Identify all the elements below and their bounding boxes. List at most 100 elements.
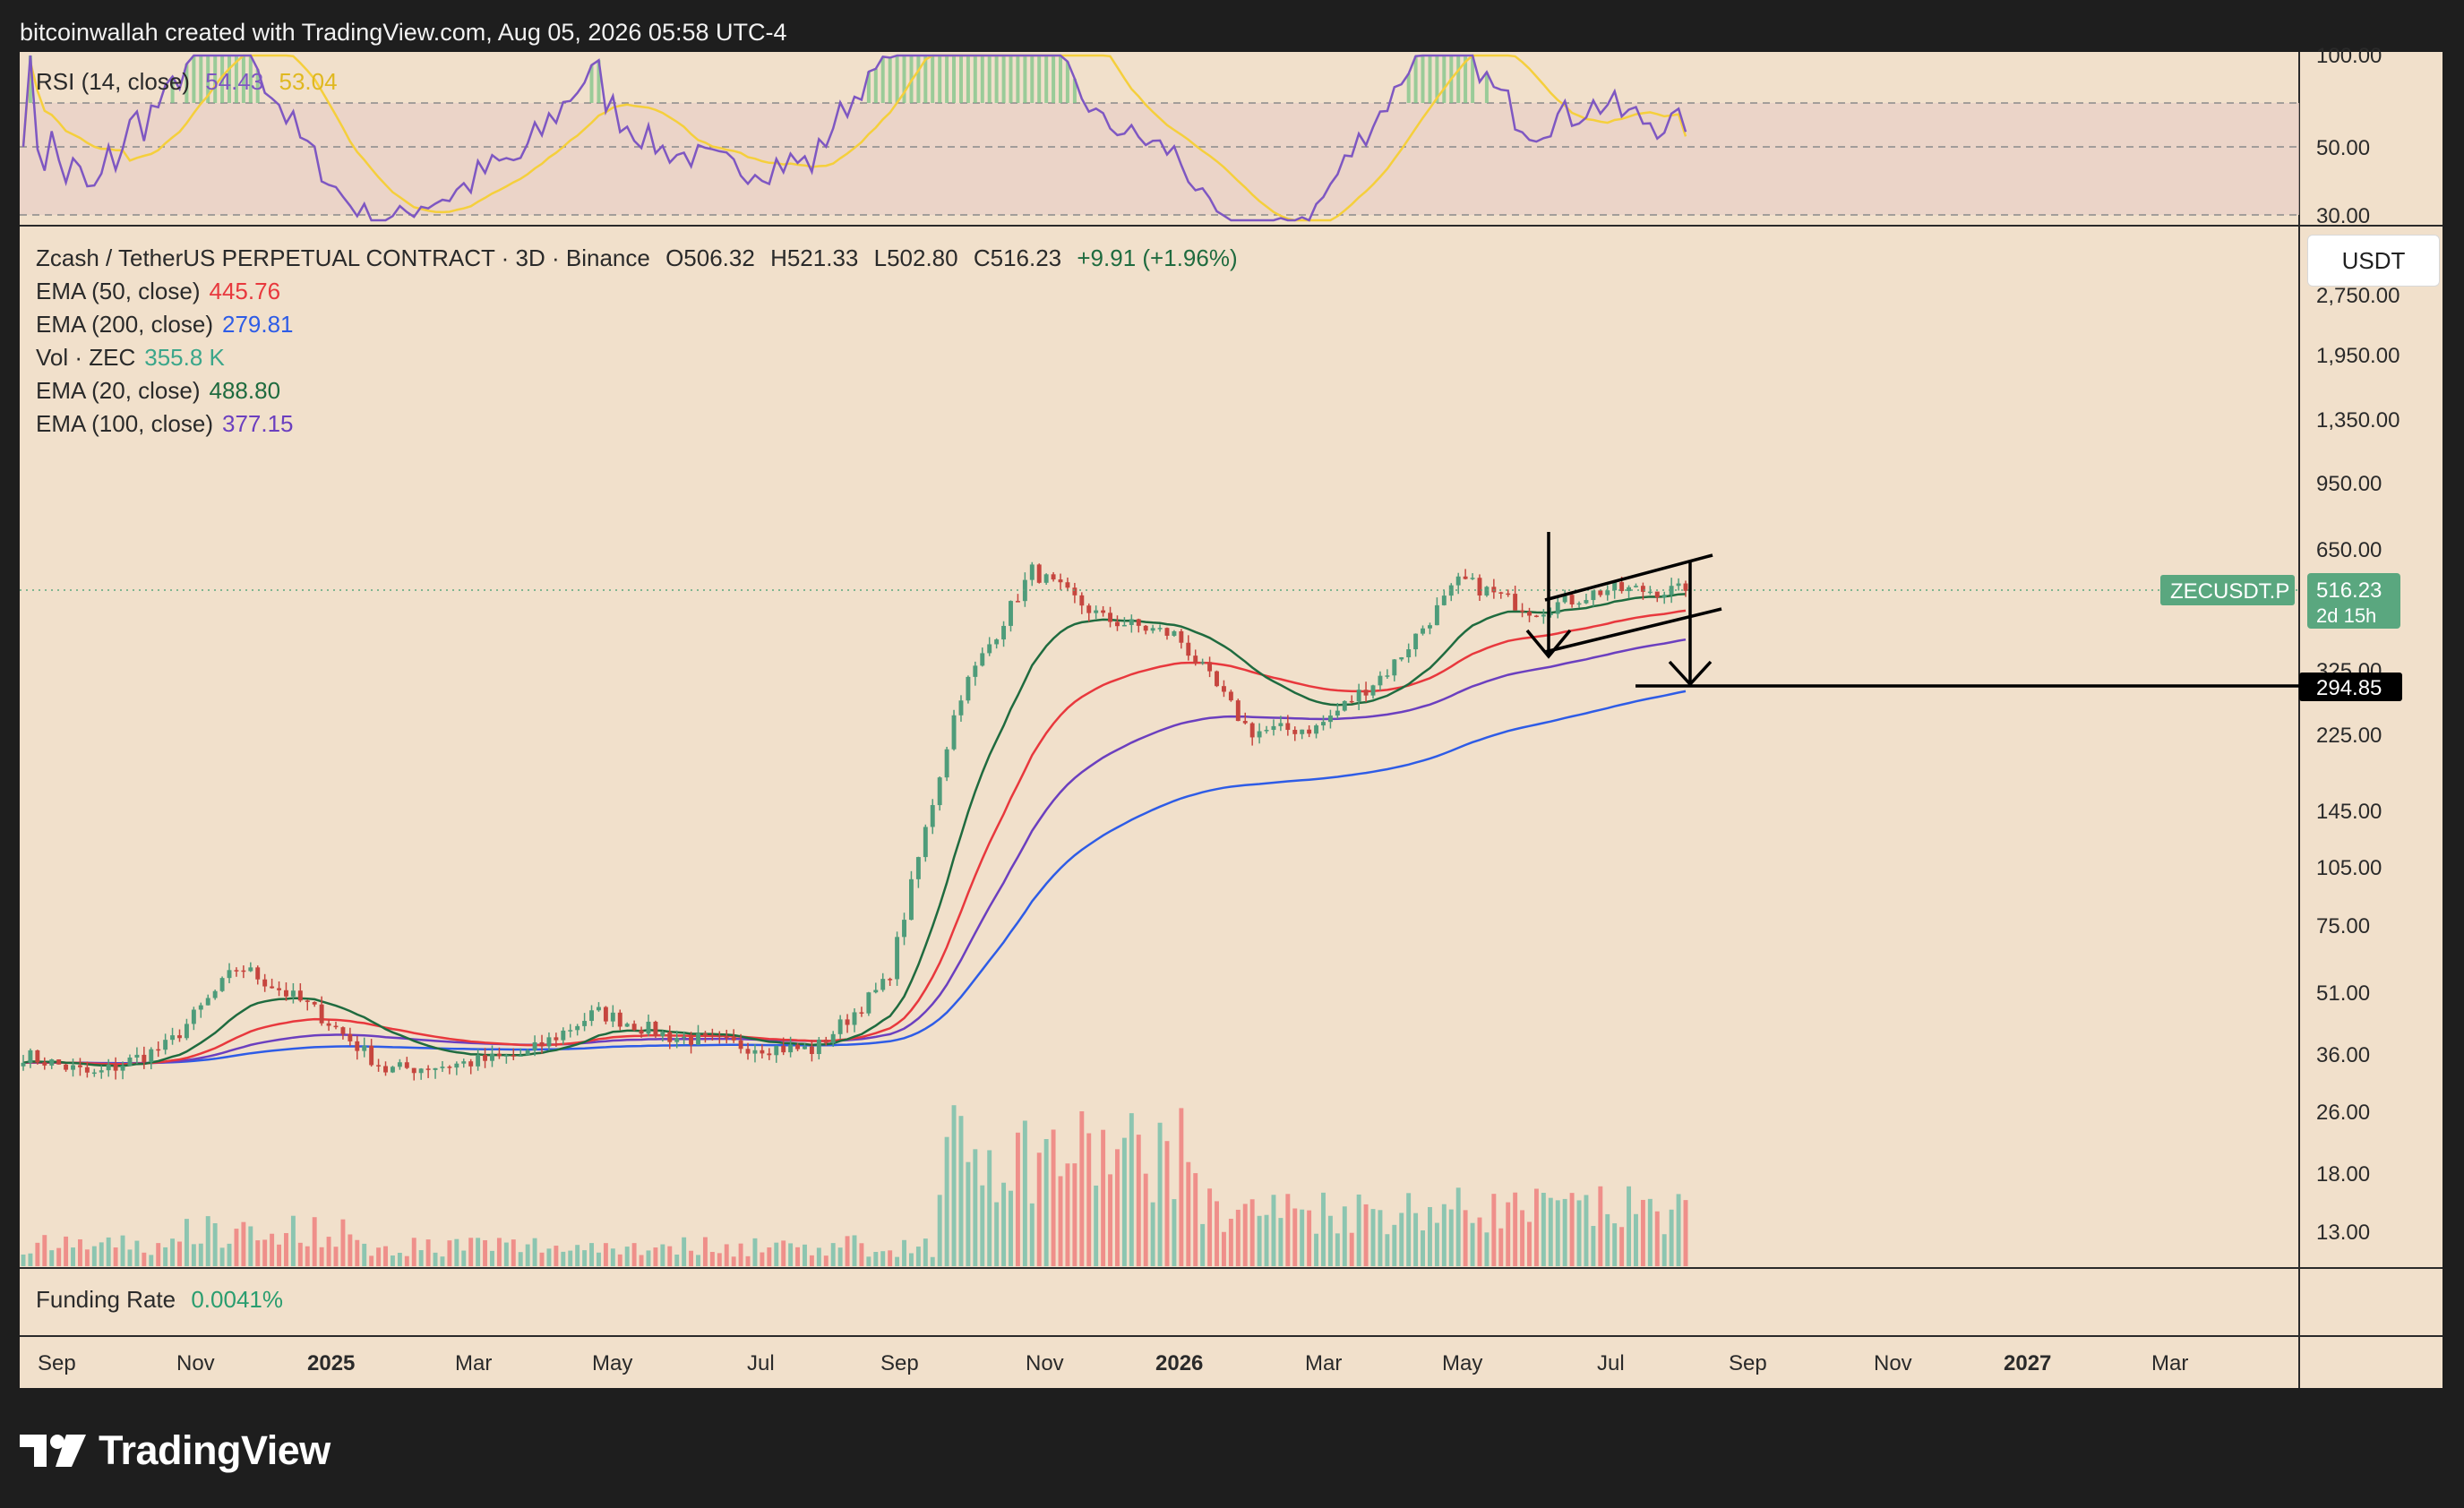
candlesticks — [21, 561, 1688, 1081]
rsi-legend-name: RSI (14, close) — [36, 68, 190, 95]
candle-body — [1576, 603, 1582, 605]
candle-body — [724, 1036, 729, 1039]
volume-bar — [35, 1242, 40, 1266]
volume-bar — [1249, 1199, 1255, 1266]
indicator-ema50[interactable]: EMA (50, close) 445.76 — [36, 275, 1238, 308]
volume-bar — [1584, 1195, 1589, 1266]
candle-body — [1300, 729, 1305, 734]
volume-bar — [1421, 1230, 1425, 1266]
indicator-ema20[interactable]: EMA (20, close) 488.80 — [36, 374, 1238, 407]
volume-bar — [205, 1216, 210, 1266]
volume-bar — [503, 1242, 509, 1266]
time-label-mar-2027: Mar — [2151, 1351, 2188, 1375]
volume-bar — [1221, 1231, 1226, 1266]
candle-body — [1307, 729, 1312, 734]
currency-button[interactable]: USDT — [2307, 235, 2440, 287]
candle-body — [1399, 657, 1404, 660]
candle-body — [951, 715, 957, 750]
volume-bar — [1215, 1201, 1219, 1266]
ohlc-low: L502.80 — [873, 244, 958, 271]
indicator-ema100[interactable]: EMA (100, close) 377.15 — [36, 407, 1238, 441]
candle-body — [1235, 700, 1241, 722]
candle-body — [639, 1030, 644, 1034]
candle-body — [809, 1046, 814, 1055]
candle-body — [362, 1045, 367, 1051]
candle-body — [156, 1049, 161, 1051]
volume-bar — [980, 1185, 985, 1266]
candle-body — [433, 1067, 438, 1070]
candle-body — [589, 1010, 594, 1022]
candle-body — [1385, 675, 1390, 677]
volume-bar — [1634, 1213, 1638, 1266]
candle-body — [1264, 730, 1269, 732]
ema200-line — [22, 690, 1687, 1065]
volume-bar — [1520, 1210, 1525, 1266]
candle-body — [709, 1034, 715, 1037]
candle-body — [1157, 628, 1163, 630]
indicator-volume[interactable]: Vol · ZEC 355.8 K — [36, 341, 1238, 374]
time-axis[interactable]: Sep Nov 2025 Mar May Jul Sep Nov 2026 Ma… — [38, 1351, 2188, 1375]
candle-body — [1370, 685, 1376, 696]
candle-body — [1051, 574, 1056, 580]
pattern-drawings[interactable] — [1525, 532, 2299, 688]
funding-rate-legend: Funding Rate 0.0041% — [36, 1286, 283, 1314]
ohlc-open: O506.32 — [665, 244, 755, 271]
volume-bar — [156, 1243, 161, 1266]
candle-body — [837, 1019, 843, 1034]
candle-body — [454, 1063, 459, 1068]
candle-body — [1477, 578, 1482, 595]
candle-body — [483, 1055, 488, 1061]
candle-body — [1634, 586, 1638, 587]
flag-upper-trendline[interactable] — [1544, 553, 1713, 602]
volume-bar — [1200, 1223, 1206, 1266]
volume-bar — [490, 1250, 494, 1266]
volume-bar — [866, 1256, 871, 1266]
candle-body — [1043, 574, 1049, 583]
volume-bar — [1647, 1198, 1653, 1266]
candle-body — [1612, 582, 1618, 591]
volume-bar — [575, 1245, 580, 1266]
candle-body — [1541, 614, 1546, 617]
volume-bar — [248, 1226, 253, 1266]
candle-body — [994, 639, 1000, 645]
volume-bar — [1036, 1152, 1042, 1266]
candle-body — [42, 1062, 47, 1066]
volume-bar — [1654, 1211, 1660, 1266]
volume-bar — [418, 1250, 424, 1266]
volume-bar — [1455, 1187, 1461, 1266]
price-tick-51: 51.00 — [2316, 981, 2370, 1006]
tradingview-logo[interactable]: TradingView — [20, 1426, 331, 1476]
candle-body — [1164, 628, 1170, 636]
volume-bar — [816, 1247, 821, 1266]
volume-bar — [951, 1105, 957, 1266]
flag-lower-trendline[interactable] — [1544, 607, 1722, 654]
volume-bar — [895, 1256, 900, 1266]
volume-bar — [1314, 1233, 1319, 1266]
candle-body — [447, 1067, 452, 1068]
candle-body — [880, 979, 886, 990]
candle-body — [1676, 583, 1681, 587]
candle-body — [418, 1068, 424, 1074]
candle-body — [518, 1055, 523, 1057]
candle-body — [1129, 619, 1134, 625]
volume-bar — [1228, 1219, 1233, 1266]
candle-body — [262, 979, 268, 987]
panel-separators — [20, 52, 2443, 1388]
indicator-ema200[interactable]: EMA (200, close) 279.81 — [36, 308, 1238, 341]
volume-bar — [767, 1247, 772, 1266]
volume-bar — [191, 1244, 196, 1266]
volume-bar — [760, 1252, 765, 1266]
tradingview-brand-text: TradingView — [99, 1427, 331, 1473]
candle-body — [546, 1037, 552, 1047]
candle-body — [404, 1062, 409, 1068]
candle-body — [575, 1025, 580, 1031]
time-label-nov-2026: Nov — [1874, 1351, 1912, 1375]
candle-body — [1363, 690, 1369, 696]
price-axis[interactable]: 2,750.00 1,950.00 1,350.00 950.00 650.00… — [2316, 284, 2400, 1245]
candle-body — [49, 1059, 55, 1066]
volume-bar — [702, 1237, 708, 1266]
volume-bar — [1129, 1113, 1134, 1266]
candle-body — [554, 1037, 559, 1041]
rsi-axis-label-30: 30.00 — [2316, 204, 2370, 228]
